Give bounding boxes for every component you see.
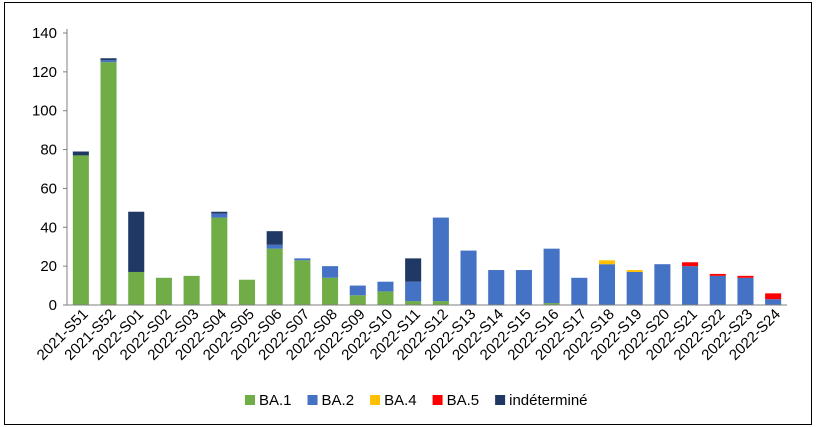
bars-layer bbox=[72, 58, 782, 305]
stacked-bar-chart: 0 20 40 60 80 100 120 140 2021-S512021-S522022-… bbox=[32, 25, 787, 409]
bar-segment-ba-2-2022-s12 bbox=[432, 217, 449, 302]
bar-segment-ba-1-2022-s12 bbox=[432, 301, 449, 305]
y-tick-label: 40 bbox=[40, 219, 57, 236]
legend-label: indéterminé bbox=[509, 392, 587, 409]
bar-segment-ba-4-2022-s19 bbox=[626, 270, 643, 272]
bar-segment-ba-2-2022-s19 bbox=[626, 271, 643, 305]
legend-swatch-ba-2 bbox=[307, 395, 318, 405]
bar-segment-ba-2-2022-s06 bbox=[266, 244, 283, 249]
legend-label: BA.2 bbox=[322, 392, 355, 409]
bar-segment-ba-2-2022-s17 bbox=[571, 277, 588, 305]
bar-segment-ba-1-2022-s05 bbox=[238, 279, 256, 305]
legend: BA.1 BA.2 BA.4 BA.5 indéterminé bbox=[245, 392, 588, 409]
bar-segment-ba-5-2022-s24 bbox=[765, 293, 782, 300]
legend-swatch-ba-1 bbox=[245, 395, 255, 405]
y-tick-label: 0 bbox=[49, 297, 57, 314]
bar-segment-ba-1-2022-s10 bbox=[377, 291, 394, 305]
bar-segment-ba-2-2022-s21 bbox=[682, 266, 699, 305]
x-tick-labels: 2021-S512021-S522022-S012022-S022022-S03… bbox=[34, 306, 784, 364]
chart-frame: 0 20 40 60 80 100 120 140 2021-S51 2021-S52 2022-… bbox=[4, 2, 812, 425]
bar-segment-ba-1-2022-s02 bbox=[155, 277, 172, 305]
bar-segment-ba-2-2022-s20 bbox=[654, 264, 671, 305]
bar-segment-ba-2-2022-s09 bbox=[349, 285, 366, 296]
axes-layer bbox=[66, 29, 787, 306]
y-tick-label: 20 bbox=[40, 258, 57, 275]
bar-segment-ind-termin--2022-s01 bbox=[128, 211, 145, 272]
bar-segment-ba-1-2022-s09 bbox=[349, 295, 366, 305]
bar-segment-ba-2-2022-s07 bbox=[294, 258, 311, 261]
bar-segment-ba-2-2022-s18 bbox=[598, 264, 616, 305]
bar-segment-ba-5-2022-s23 bbox=[737, 275, 754, 278]
legend-label: BA.1 bbox=[259, 392, 292, 409]
bar-segment-ba-2-2022-s23 bbox=[737, 277, 754, 305]
bar-segment-ba-1-2022-s08 bbox=[322, 277, 339, 305]
bar-segment-ind-termin--2021-s51 bbox=[72, 151, 89, 156]
bar-segment-ind-termin--2021-s52 bbox=[100, 58, 117, 61]
bar-segment-ba-2-2022-s10 bbox=[377, 281, 394, 292]
y-tick-label: 60 bbox=[40, 180, 57, 197]
bar-segment-ba-1-2022-s04 bbox=[211, 217, 228, 305]
bar-segment-ba-1-2022-s11 bbox=[405, 301, 422, 305]
bar-segment-ba-2-2022-s11 bbox=[405, 281, 422, 302]
bar-segment-ba-1-2022-s16 bbox=[543, 303, 560, 305]
legend-label: BA.4 bbox=[384, 392, 417, 409]
bar-segment-ba-1-2021-s51 bbox=[72, 155, 89, 305]
bar-segment-ba-1-2022-s07 bbox=[294, 260, 311, 305]
bar-segment-ba-5-2022-s22 bbox=[709, 273, 726, 276]
bar-segment-ba-2-2021-s52 bbox=[100, 60, 117, 63]
y-tick-label: 140 bbox=[32, 25, 57, 42]
bar-segment-ba-1-2022-s06 bbox=[266, 248, 283, 305]
legend-label: BA.5 bbox=[447, 392, 480, 409]
bar-segment-ba-1-2021-s52 bbox=[100, 62, 117, 305]
bar-segment-ba-1-2022-s01 bbox=[128, 271, 145, 305]
bar-segment-ind-termin--2022-s11 bbox=[405, 258, 422, 282]
bar-segment-ba-2-2022-s24 bbox=[765, 299, 782, 305]
bar-segment-ba-2-2022-s08 bbox=[322, 266, 339, 278]
bar-segment-ba-4-2022-s18 bbox=[598, 260, 616, 265]
legend-swatch-ba-4 bbox=[370, 395, 381, 405]
bar-segment-ba-2-2022-s22 bbox=[709, 275, 726, 305]
bar-segment-ba-2-2022-s14 bbox=[488, 270, 505, 305]
bar-segment-ind-termin--2022-s06 bbox=[266, 231, 283, 245]
bar-segment-ba-5-2022-s21 bbox=[682, 262, 699, 267]
y-tick-labels: 0 20 40 60 80 100 120 140 bbox=[32, 25, 67, 314]
bar-segment-ba-2-2022-s15 bbox=[515, 270, 532, 305]
bar-segment-ba-2-2022-s13 bbox=[460, 250, 477, 305]
legend-swatch-ba-5 bbox=[432, 395, 443, 405]
bar-segment-ba-2-2022-s04 bbox=[211, 213, 228, 218]
bar-segment-ind-termin--2022-s04 bbox=[211, 211, 228, 214]
y-tick-label: 100 bbox=[32, 103, 57, 120]
y-tick-label: 120 bbox=[32, 64, 57, 81]
bar-segment-ba-1-2022-s03 bbox=[183, 275, 200, 305]
bar-segment-ba-2-2022-s16 bbox=[543, 248, 560, 304]
y-tick-label: 80 bbox=[40, 142, 57, 159]
legend-swatch-ind-termin- bbox=[495, 395, 506, 405]
